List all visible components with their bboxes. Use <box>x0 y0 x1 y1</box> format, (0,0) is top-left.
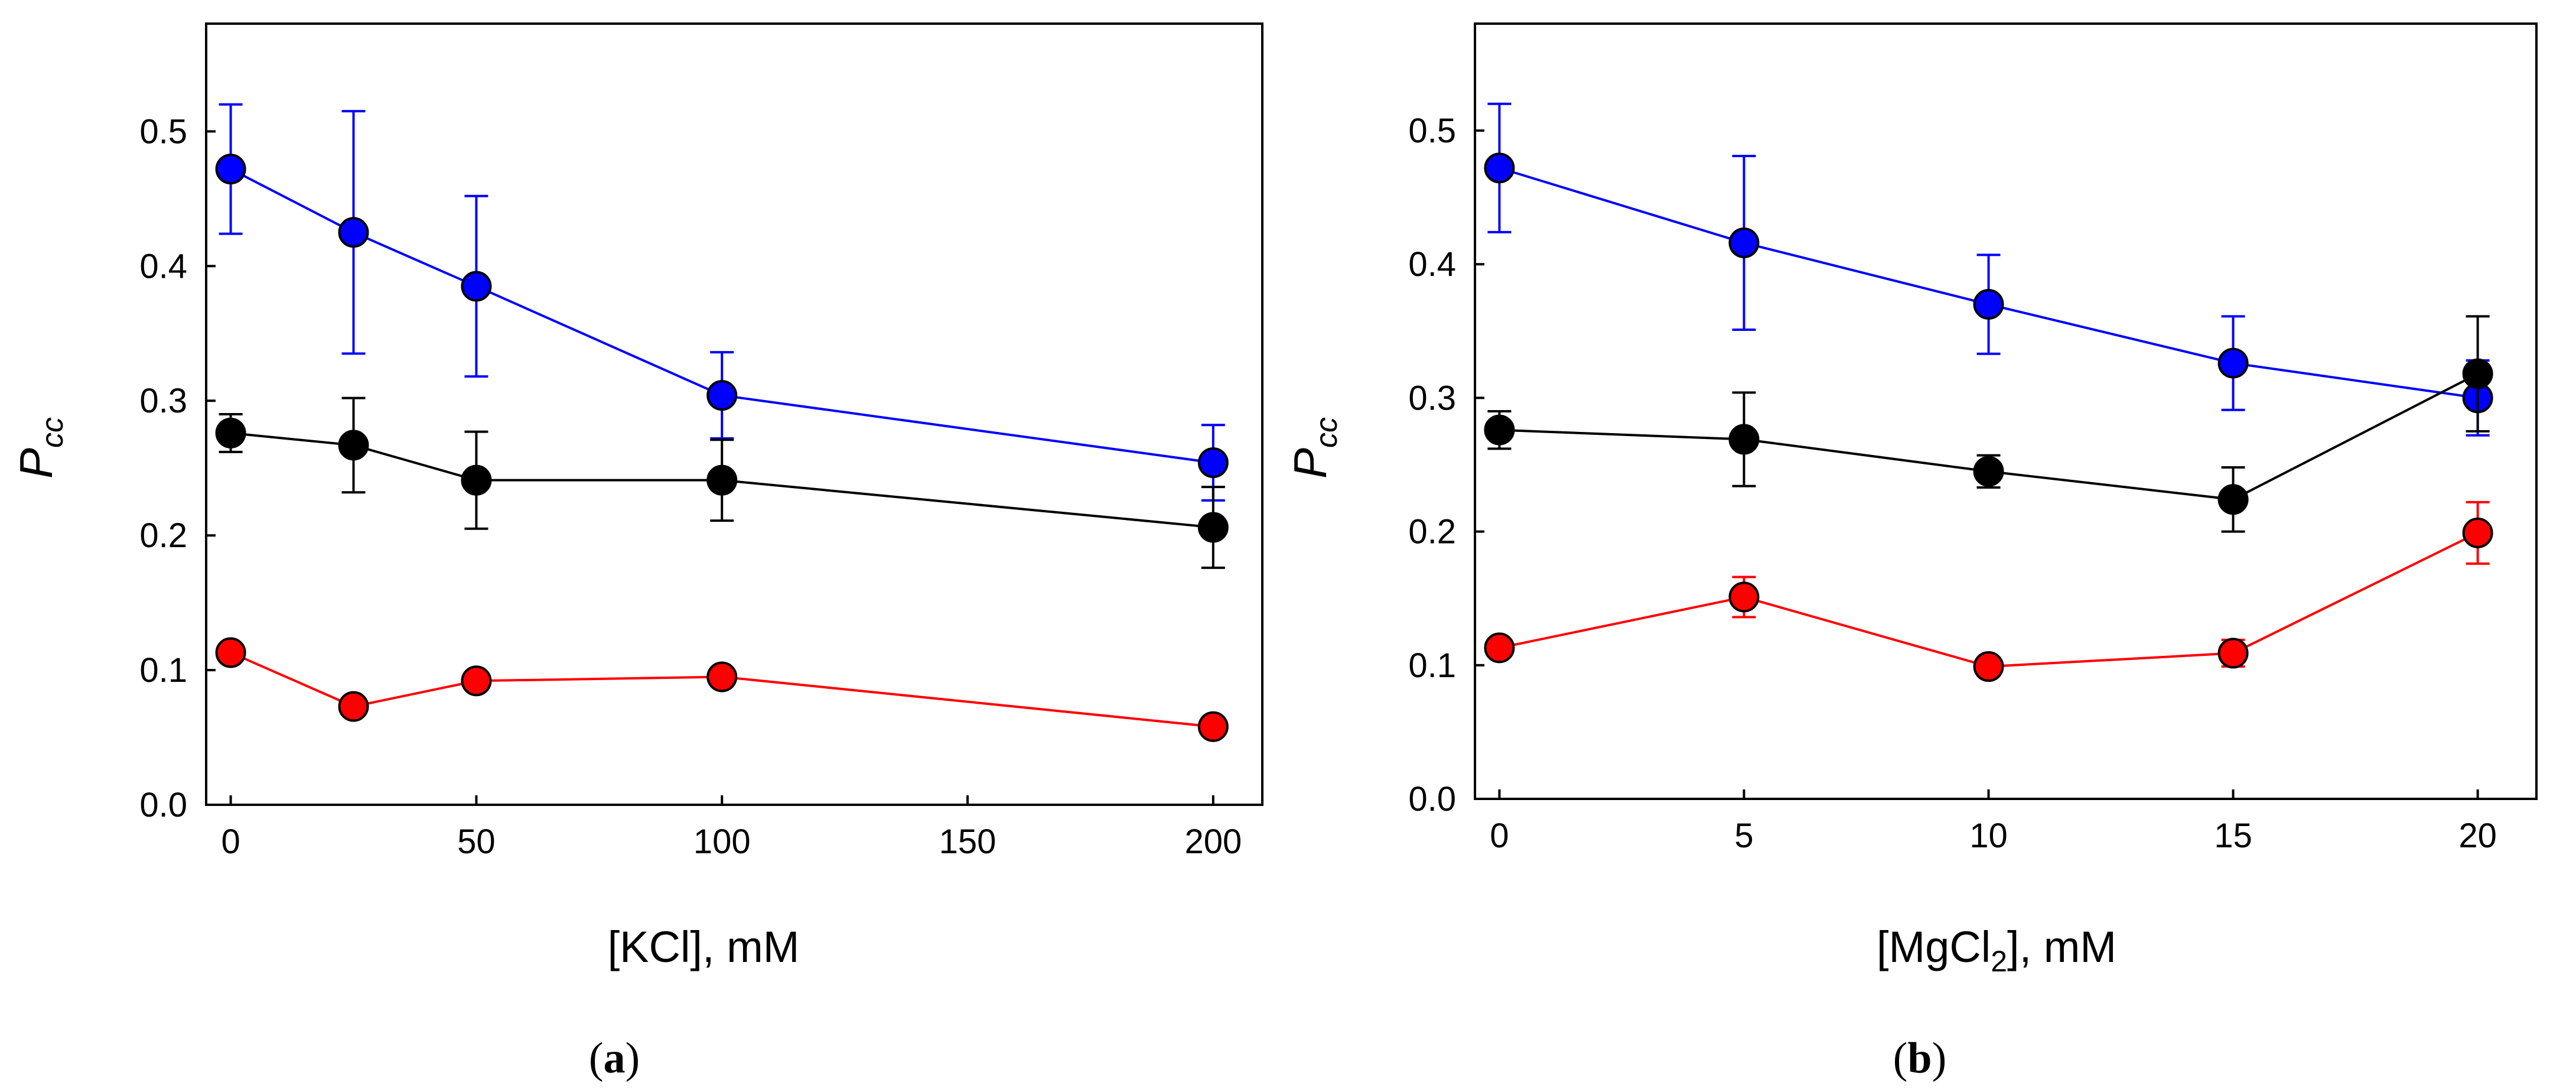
data-point-blue <box>1728 227 1760 258</box>
y-axis-a: 0.0 0.1 0.2 0.3 0.4 0.5 <box>139 112 216 824</box>
data-point-red <box>1484 632 1515 664</box>
x-axis-label-tail-b: ], mM <box>2007 922 2116 971</box>
y-tick-label: 0.1 <box>139 651 187 690</box>
panel-a: 0.0 0.1 0.2 0.3 0.4 0.5 0 50 100 150 200 Pcc [KCl… <box>10 22 1263 1083</box>
series-red <box>215 637 1229 742</box>
data-point-blue <box>1973 289 2004 320</box>
caption-open-b: ( <box>1893 1034 1908 1083</box>
data-point-red <box>1728 581 1760 613</box>
series-red <box>1484 500 2493 682</box>
data-point-red <box>706 661 738 693</box>
y-tick-label: 0.3 <box>1408 379 1456 417</box>
data-point-blue <box>338 217 369 248</box>
series-blue <box>1484 102 2493 437</box>
data-point-black <box>338 430 369 461</box>
data-point-blue <box>1484 152 1515 184</box>
data-point-red <box>338 691 369 722</box>
y-tick-label: 0.0 <box>1408 780 1456 818</box>
x-tick-label: 150 <box>939 823 996 861</box>
data-point-black <box>461 464 492 496</box>
y-tick-label: 0.1 <box>1408 646 1456 685</box>
y-tick-label: 0.4 <box>139 247 187 285</box>
data-point-black <box>1728 424 1760 455</box>
x-tick-label: 0 <box>221 823 240 861</box>
y-axis-label-a: Pcc <box>10 417 70 479</box>
caption-open-a: ( <box>589 1034 604 1083</box>
x-axis-label-b: [MgCl2], mM <box>1877 922 2116 978</box>
x-tick-label: 5 <box>1734 817 1753 855</box>
data-point-red <box>2462 517 2493 548</box>
x-tick-label: 10 <box>1969 817 2008 855</box>
caption-letter-a: a <box>604 1034 626 1083</box>
y-tick-label: 0.0 <box>139 786 187 824</box>
data-point-blue <box>461 271 492 302</box>
y-tick-label: 0.5 <box>139 112 187 151</box>
y-axis-label-b: Pcc <box>1284 417 1344 479</box>
y-axis-label-sub-b: cc <box>1310 417 1344 448</box>
data-point-blue <box>706 380 738 411</box>
caption-letter-b: b <box>1907 1034 1932 1083</box>
y-axis-label-sub-a: cc <box>35 417 70 448</box>
caption-a: (a) <box>589 1034 640 1083</box>
data-point-blue <box>1197 447 1229 479</box>
panel-b: 0.0 0.1 0.2 0.3 0.4 0.5 0 5 10 15 20 Pcc [MgCl2],… <box>1284 22 2538 1083</box>
x-axis-label-main-b: [MgCl <box>1877 922 1991 971</box>
caption-b: (b) <box>1893 1034 1946 1083</box>
series-black <box>215 396 1229 569</box>
y-axis-label-main-b: P <box>1284 448 1336 479</box>
y-tick-label: 0.5 <box>1408 112 1456 150</box>
series-group-a <box>215 103 1229 742</box>
series-line-red <box>1499 532 2479 668</box>
y-tick-label: 0.2 <box>1408 513 1456 551</box>
caption-close-b: ) <box>1932 1034 1947 1083</box>
x-axis-label-a: [KCl], mM <box>608 922 800 971</box>
data-point-red <box>1973 651 2004 682</box>
y-tick-label: 0.4 <box>1408 245 1456 284</box>
plot-frame-a <box>205 22 1263 806</box>
data-point-blue <box>215 154 246 185</box>
x-axis-label-sub-b: 2 <box>1991 945 2007 978</box>
data-point-black <box>2462 358 2493 389</box>
data-point-red <box>2217 638 2249 669</box>
data-point-red <box>461 665 492 697</box>
data-point-black <box>2217 484 2249 515</box>
y-tick-label: 0.3 <box>139 382 187 420</box>
data-point-black <box>215 417 246 448</box>
caption-close-a: ) <box>626 1034 640 1083</box>
x-tick-label: 200 <box>1184 823 1242 861</box>
plot-frame-b <box>1474 22 2538 800</box>
data-point-red <box>215 637 246 668</box>
x-tick-label: 20 <box>2458 817 2497 855</box>
x-tick-label: 50 <box>457 823 496 861</box>
series-blue <box>215 103 1229 502</box>
y-axis-label-main-a: P <box>10 448 62 479</box>
x-axis-b: 0 5 10 15 20 <box>1490 789 2497 855</box>
y-axis-b: 0.0 0.1 0.2 0.3 0.4 0.5 <box>1408 112 1484 818</box>
x-axis-label-main-a: [KCl], mM <box>608 922 800 971</box>
series-black <box>1484 315 2493 533</box>
data-point-blue <box>2217 347 2249 379</box>
x-tick-label: 0 <box>1490 817 1509 855</box>
x-tick-label: 15 <box>2214 817 2252 855</box>
data-point-black <box>1197 512 1229 543</box>
x-tick-label: 100 <box>693 823 751 861</box>
series-group-b <box>1484 102 2493 682</box>
data-point-black <box>1973 456 2004 487</box>
y-tick-label: 0.2 <box>139 516 187 555</box>
data-point-black <box>1484 414 1515 446</box>
x-axis-a: 0 50 100 150 200 <box>221 795 1242 861</box>
data-point-black <box>706 464 738 496</box>
data-point-red <box>1197 711 1229 742</box>
